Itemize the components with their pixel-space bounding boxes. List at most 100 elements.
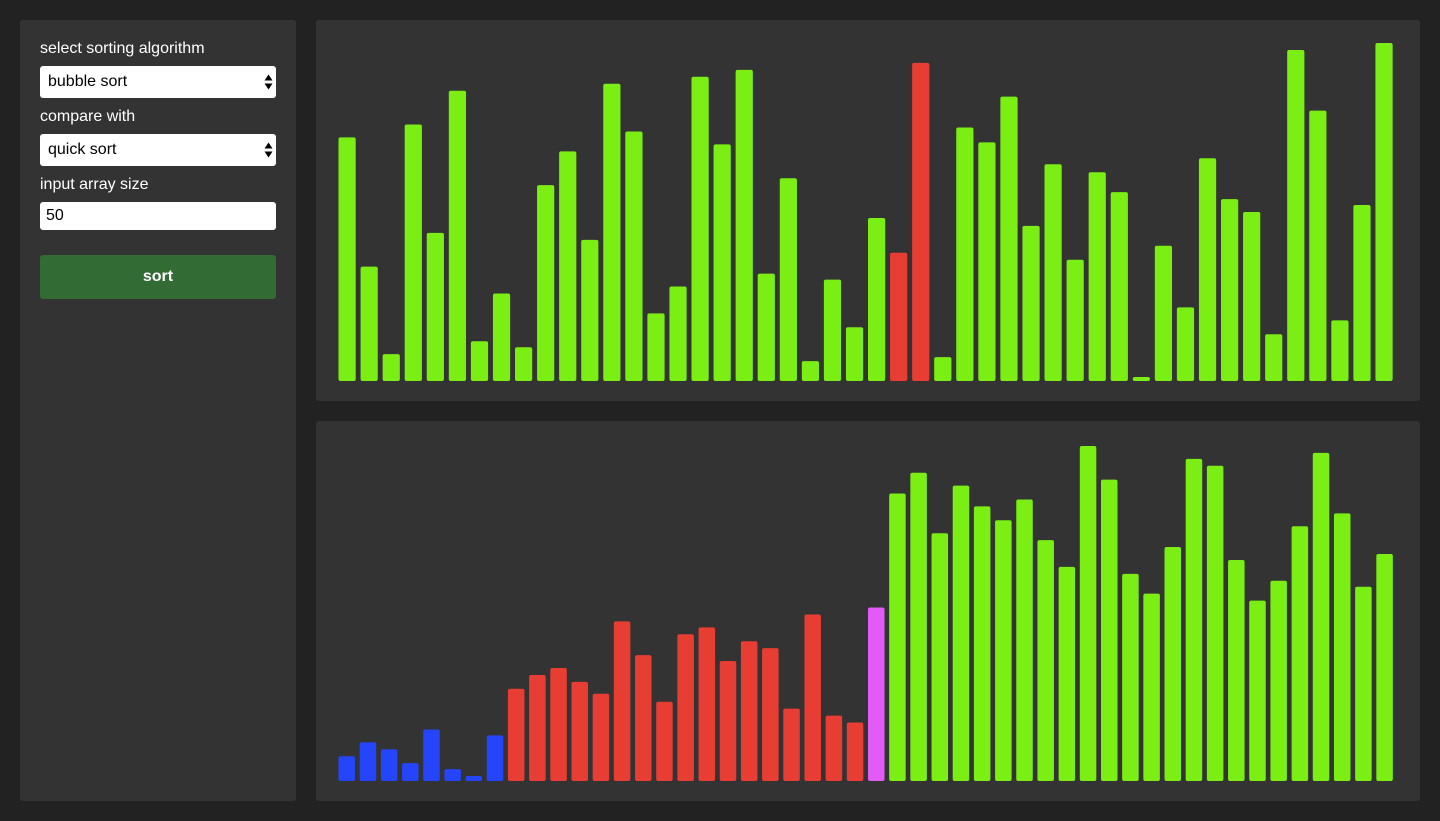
array-bar — [1249, 600, 1266, 781]
array-bar — [550, 668, 567, 781]
array-bar — [444, 769, 461, 781]
array-bar — [995, 520, 1012, 781]
array-bar — [1176, 307, 1195, 381]
array-bar — [910, 472, 927, 781]
array-bar — [404, 124, 422, 381]
algorithm-select-value: bubble sort — [48, 73, 128, 90]
array-bar — [1164, 547, 1182, 781]
array-bar — [804, 614, 821, 781]
select-arrows-icon — [264, 74, 273, 90]
array-bar — [825, 715, 843, 781]
array-bar — [735, 69, 753, 381]
array-bar — [912, 62, 930, 382]
algorithm-label: select sorting algorithm — [40, 40, 205, 57]
array-bar — [1132, 377, 1150, 381]
array-bar — [677, 634, 694, 781]
array-bar — [823, 279, 842, 381]
algorithm-select[interactable]: bubble sort — [40, 66, 276, 98]
array-bar — [603, 83, 621, 382]
array-bar — [1058, 566, 1076, 781]
array-bar — [1037, 540, 1054, 781]
array-bar — [492, 293, 511, 381]
array-bar — [934, 357, 952, 381]
array-size-input[interactable]: 50 — [40, 202, 276, 230]
sort-button[interactable]: sort — [40, 255, 276, 299]
array-bar — [952, 485, 970, 781]
array-bar — [1375, 42, 1393, 381]
array-bar — [669, 286, 687, 381]
array-bar — [845, 327, 864, 381]
array-bar — [1088, 172, 1106, 381]
primary-sort-visualizer — [316, 20, 1420, 401]
array-bar — [889, 493, 906, 781]
array-bar — [1331, 320, 1349, 381]
array-bar — [1044, 164, 1062, 381]
compare-select-value: quick sort — [48, 141, 117, 158]
array-bar — [537, 185, 555, 381]
array-bar — [486, 735, 504, 781]
array-bar — [1206, 465, 1224, 781]
array-bar — [338, 756, 356, 781]
array-bar — [801, 361, 820, 381]
array-bar — [978, 142, 996, 381]
array-bar — [846, 722, 864, 781]
array-bar — [1333, 513, 1351, 781]
array-bar — [360, 266, 378, 381]
compare-select[interactable]: quick sort — [40, 134, 276, 166]
array-bar — [613, 621, 631, 781]
array-bar — [571, 681, 588, 781]
array-bar — [779, 178, 797, 381]
array-bar — [635, 655, 652, 781]
array-bar — [868, 217, 886, 381]
array-bar — [1265, 334, 1283, 381]
array-bar — [1287, 49, 1305, 381]
array-bar — [713, 144, 731, 381]
array-bar — [1110, 192, 1128, 381]
array-bar — [559, 151, 577, 381]
array-bar — [1022, 225, 1040, 381]
array-bar — [1000, 96, 1018, 382]
array-bar — [1221, 199, 1239, 381]
array-bar — [1243, 211, 1261, 381]
array-bar — [402, 763, 419, 781]
compare-label: compare with — [40, 108, 136, 125]
array-bar — [592, 693, 610, 781]
array-bar — [698, 627, 716, 781]
array-bar — [1198, 158, 1217, 381]
array-bar — [762, 648, 779, 781]
array-bar — [423, 729, 440, 781]
array-bar — [507, 688, 525, 781]
array-bar — [529, 674, 546, 781]
array-bar — [719, 661, 737, 781]
array-bar — [973, 506, 991, 781]
array-bar — [426, 232, 444, 381]
array-bar — [625, 131, 643, 381]
array-bar — [465, 776, 483, 781]
array-bar — [448, 90, 467, 381]
array-bar — [757, 273, 775, 381]
array-bar — [515, 347, 533, 381]
array-bar — [1309, 110, 1327, 381]
array-bar — [1079, 445, 1097, 781]
array-bar — [656, 701, 673, 781]
array-bar — [1353, 205, 1371, 381]
array-bar — [1355, 586, 1372, 781]
array-bar — [359, 742, 377, 781]
bubble-sort-bar-chart — [338, 42, 1393, 382]
array-bar — [647, 313, 665, 381]
array-bar — [740, 641, 758, 781]
array-bar — [470, 341, 489, 381]
array-bar — [1122, 573, 1139, 781]
array-bar — [890, 252, 908, 381]
array-bar — [1270, 580, 1287, 781]
array-bar — [1185, 458, 1203, 781]
array-bar — [1312, 452, 1330, 781]
comparison-sort-visualizer — [316, 421, 1420, 801]
array-bar — [1016, 499, 1033, 781]
size-label: input array size — [40, 176, 149, 193]
array-bar — [1291, 526, 1309, 781]
array-bar — [1100, 479, 1118, 781]
array-bar — [931, 533, 949, 781]
array-bar — [1376, 554, 1393, 781]
array-bar — [956, 127, 974, 382]
